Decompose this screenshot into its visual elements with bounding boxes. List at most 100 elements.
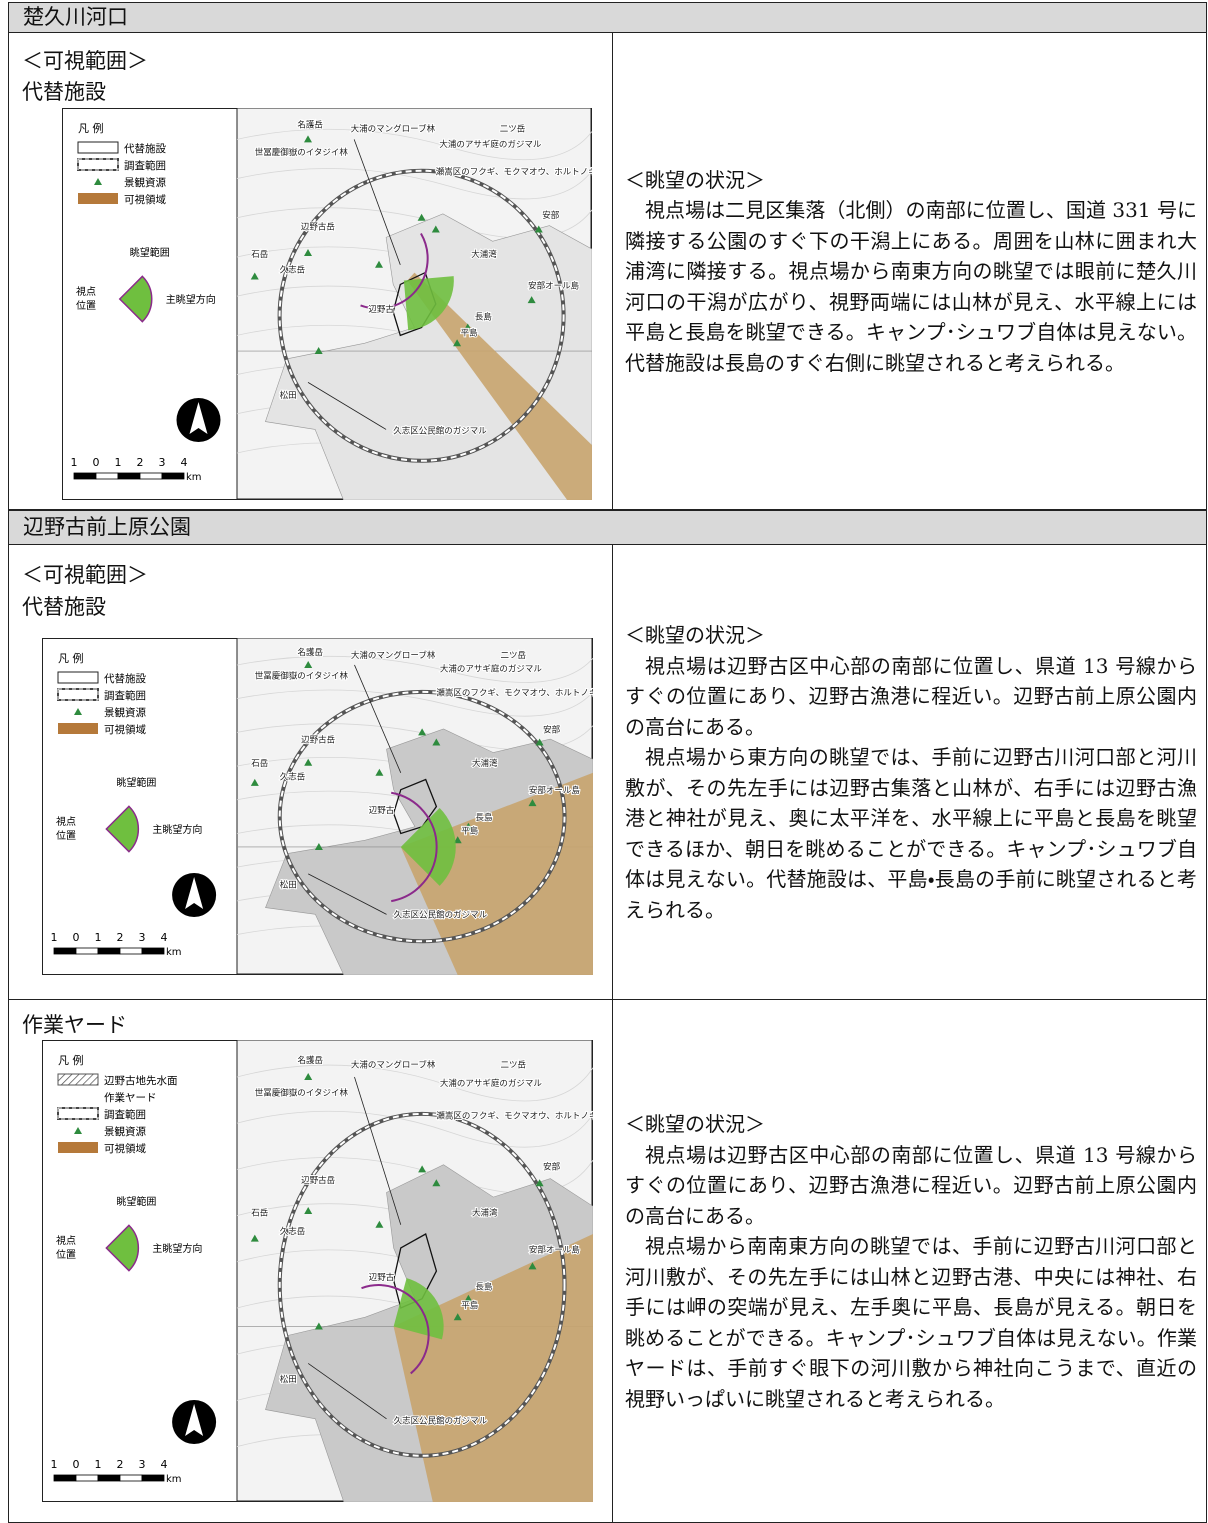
place-label: 安部 <box>543 1162 561 1172</box>
legend-item: 代替施設 <box>124 142 166 155</box>
scale-segment <box>141 947 165 955</box>
legend-title: 凡 例 <box>78 121 104 135</box>
scale-tick: 4 <box>161 931 168 944</box>
legend-item: 可視領域 <box>104 723 146 736</box>
leader-line <box>353 139 401 265</box>
landscape-resource <box>492 1077 501 1085</box>
landscape-resource <box>304 135 312 143</box>
place-label: 世冨慶御嶽のイタジイ林 <box>255 147 349 158</box>
view-arc <box>360 232 429 310</box>
scale-tick: 2 <box>137 456 144 469</box>
legend-symbol <box>57 671 99 684</box>
place-label: 名護岳 <box>298 1055 324 1066</box>
place-label: 久志区公民館のガジマル <box>393 425 487 436</box>
legend-symbol <box>94 178 102 185</box>
leader-line <box>307 382 387 430</box>
scale-segment <box>161 472 185 480</box>
scale-segment <box>75 1474 99 1482</box>
facility-subheading: 代替施設 <box>22 595 106 619</box>
scale-segment <box>141 1474 165 1482</box>
legend-item: 景観資源 <box>124 176 166 189</box>
north-arrow <box>189 402 208 434</box>
place-label: 大浦のアサギ庭のガジマル <box>440 664 543 675</box>
scale-tick: 0 <box>93 456 100 469</box>
place-label: 大浦のアサギ庭のガジマル <box>439 139 542 150</box>
description-paragraph: 視点場は二見区集落（北側）の南部に位置し、国道 331 号に隣接する公園のすぐ下… <box>625 198 1197 375</box>
legend-symbol <box>78 193 118 204</box>
scale-segment <box>119 1474 143 1482</box>
scale-tick: 3 <box>139 931 146 944</box>
scale-tick: 0 <box>73 1458 80 1471</box>
landscape-resource <box>304 1206 313 1214</box>
place-label: 久志区公民館のガジマル <box>394 1415 488 1426</box>
legend-view-range: 眺望範囲 <box>116 776 156 789</box>
description-heading: ＜眺望の状況＞ <box>625 1112 765 1136</box>
scale-segment <box>95 472 119 480</box>
place-label: 長島 <box>476 812 494 823</box>
legend-item: 代替施設 <box>104 672 146 685</box>
legend-symbol <box>74 708 82 715</box>
place-label: 安部オール島 <box>528 280 580 291</box>
place-label: 辺野古 <box>369 805 395 816</box>
landscape-resource <box>453 339 462 347</box>
landscape-resource <box>463 323 472 331</box>
scale-tick: 4 <box>161 1458 168 1471</box>
place-label: 久志岳 <box>280 265 306 276</box>
leader-line <box>308 873 387 915</box>
place-label: 大浦のマングローブ林 <box>351 650 436 661</box>
survey-range <box>278 690 566 943</box>
description-paragraph: 視点場から南南東方向の眺望では、手前に辺野古川河口部と河川敷が、その先左手には山… <box>625 1234 1197 1411</box>
landscape-resource <box>418 1165 427 1173</box>
row-cell <box>8 33 1207 510</box>
legend-item: 可視領域 <box>104 1142 146 1155</box>
facility-subheading: 代替施設 <box>22 80 106 104</box>
landscape-resource <box>375 260 383 268</box>
landscape-resource <box>432 1179 441 1187</box>
place-label: 瀬嵩区のフクギ、モクマオウ、ホルトノキ <box>436 1111 593 1122</box>
scale-tick: 1 <box>51 1458 58 1471</box>
legend-symbol <box>58 1142 98 1153</box>
landscape-resource <box>314 842 323 850</box>
place-label: 安部 <box>543 725 561 735</box>
legend-title: 凡 例 <box>58 1053 84 1067</box>
legend-viewpoint: 視点 <box>56 1234 76 1247</box>
leader-line <box>354 664 402 773</box>
landscape-resource <box>464 1294 473 1302</box>
legend-viewpoint: 位置 <box>56 1248 76 1261</box>
description-paragraph: 視点場から東方向の眺望では、手前に辺野古川河口部と河川敷が、その先左手には辺野古… <box>625 745 1197 922</box>
place-label: 大浦湾 <box>472 1208 498 1219</box>
landscape-resource <box>304 660 313 668</box>
view-arc <box>361 1284 430 1375</box>
scale-segment <box>117 472 141 480</box>
place-label: 大浦のマングローブ林 <box>351 124 436 135</box>
legend-wedge <box>105 1224 140 1272</box>
place-label: 辺野古 <box>368 304 394 315</box>
contour <box>236 128 592 161</box>
landscape-resource <box>418 728 427 736</box>
place-label: 久志区公民館のガジマル <box>394 910 488 921</box>
north-arrow <box>185 1404 204 1436</box>
place-label: 石岳 <box>251 758 269 769</box>
place-label: 長島 <box>476 1281 494 1292</box>
legend-title: 凡 例 <box>58 651 84 665</box>
landscape-resource <box>250 778 259 786</box>
scale-unit: km <box>166 947 182 958</box>
landscape-resource <box>453 1313 462 1321</box>
column-divider <box>612 33 613 510</box>
legend-view-range: 眺望範囲 <box>130 246 170 259</box>
legend-item: 作業ヤード <box>104 1091 157 1104</box>
landscape-resource <box>375 768 384 776</box>
landscape-resource <box>314 1322 323 1330</box>
place-label: 長島 <box>475 312 493 323</box>
place-label: 世冨慶御嶽のイタジイ林 <box>255 1087 349 1098</box>
view-sector <box>400 808 456 886</box>
scale-tick: 3 <box>139 1458 146 1471</box>
scale-segment <box>53 947 77 955</box>
description: ＜眺望の状況＞ 視点場は辺野古区中心部の南部に位置し、県道 13 号線からすぐの位… <box>613 545 1207 1000</box>
scale-segment <box>119 947 143 955</box>
landscape-resource <box>250 272 259 280</box>
legend-symbol <box>57 1107 99 1120</box>
